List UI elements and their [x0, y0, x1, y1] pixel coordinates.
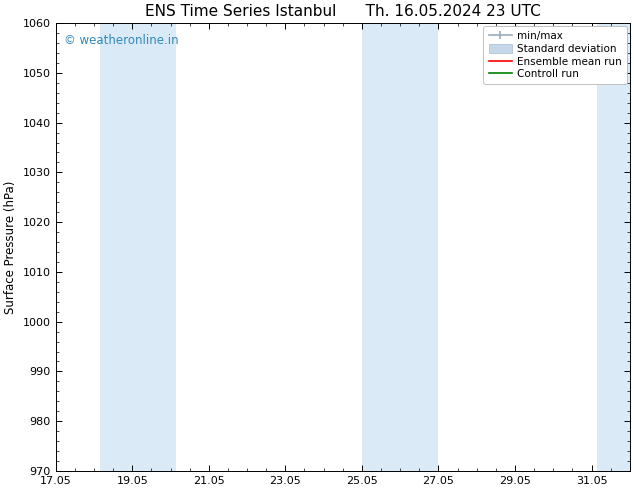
- Bar: [100, 23, 176, 471]
- Text: © weatheronline.in: © weatheronline.in: [64, 34, 179, 48]
- Legend: min/max, Standard deviation, Ensemble mean run, Controll run: min/max, Standard deviation, Ensemble me…: [483, 26, 626, 84]
- Title: ENS Time Series Istanbul      Th. 16.05.2024 23 UTC: ENS Time Series Istanbul Th. 16.05.2024 …: [145, 4, 541, 19]
- Bar: [597, 23, 634, 471]
- Bar: [362, 23, 439, 471]
- Y-axis label: Surface Pressure (hPa): Surface Pressure (hPa): [4, 180, 17, 314]
